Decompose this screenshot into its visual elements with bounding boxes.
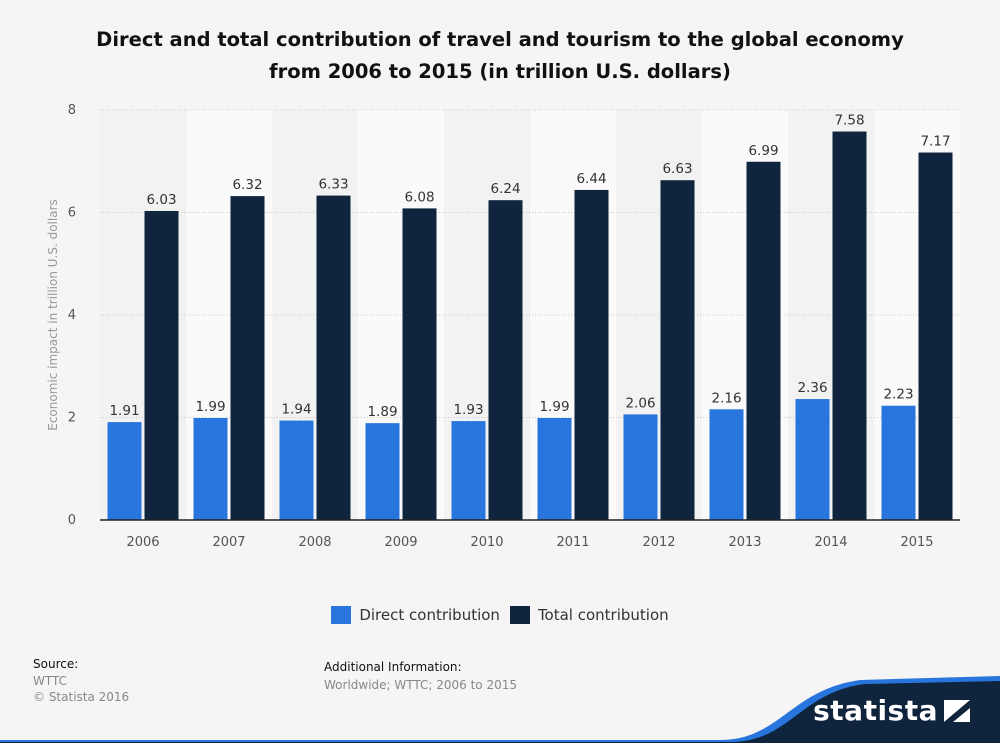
data-label-total: 6.24 bbox=[490, 181, 520, 197]
x-tick-label: 2014 bbox=[814, 535, 847, 550]
bar-direct bbox=[193, 418, 228, 520]
bar-direct bbox=[451, 421, 486, 520]
data-label-direct: 1.89 bbox=[367, 404, 397, 420]
additional-info-label: Additional Information: bbox=[324, 660, 462, 674]
bar-chart: 0 2 4 6 8 Economic impact in trillion U.S. d… bbox=[46, 103, 960, 550]
bar-direct bbox=[881, 405, 916, 520]
data-label-total: 6.99 bbox=[748, 143, 778, 159]
data-label-total: 6.32 bbox=[232, 177, 262, 193]
data-label-total: 6.44 bbox=[576, 171, 606, 187]
y-tick-label: 2 bbox=[68, 411, 76, 426]
bar-direct bbox=[795, 399, 830, 520]
bar-total bbox=[574, 189, 609, 520]
additional-info-value: Worldwide; WTTC; 2006 to 2015 bbox=[324, 678, 517, 692]
y-tick-label: 4 bbox=[68, 308, 76, 323]
data-label-total: 6.03 bbox=[146, 192, 176, 208]
data-label-direct: 1.91 bbox=[109, 403, 139, 419]
y-axis-label: Economic impact in trillion U.S. dollars bbox=[46, 199, 60, 431]
bar-total bbox=[230, 196, 265, 520]
bar-total bbox=[316, 195, 351, 520]
data-label-total: 6.08 bbox=[404, 189, 434, 205]
statista-logo[interactable]: statista bbox=[813, 694, 938, 727]
bar-direct bbox=[107, 422, 142, 520]
chart-title-line2: from 2006 to 2015 (in trillion U.S. doll… bbox=[269, 60, 731, 83]
bar-total bbox=[144, 210, 179, 520]
data-label-direct: 2.23 bbox=[883, 387, 913, 403]
y-tick-label: 6 bbox=[68, 206, 76, 221]
statista-logo-icon bbox=[944, 700, 970, 722]
bar-direct bbox=[537, 418, 572, 520]
data-label-total: 6.63 bbox=[662, 161, 692, 177]
data-label-total: 7.58 bbox=[834, 113, 864, 129]
data-label-total: 7.17 bbox=[920, 134, 950, 150]
bar-total bbox=[746, 161, 781, 520]
bar-total bbox=[832, 131, 867, 520]
bar-total bbox=[660, 180, 695, 520]
data-label-direct: 1.94 bbox=[281, 402, 311, 418]
bar-total bbox=[488, 200, 523, 520]
source-label: Source: bbox=[33, 657, 79, 671]
data-label-total: 6.33 bbox=[318, 177, 348, 193]
data-label-direct: 2.16 bbox=[711, 390, 741, 406]
bar-total bbox=[918, 152, 953, 520]
data-label-direct: 2.06 bbox=[625, 395, 655, 411]
legend-label-direct: Direct contribution bbox=[359, 606, 500, 624]
x-tick-label: 2006 bbox=[126, 535, 159, 550]
data-label-direct: 1.99 bbox=[195, 399, 225, 415]
bar-direct bbox=[623, 414, 658, 520]
chart-legend: Direct contribution Total contribution bbox=[0, 606, 1000, 624]
x-tick-label: 2010 bbox=[470, 535, 503, 550]
copyright-text[interactable]: © Statista 2016 bbox=[33, 690, 130, 704]
y-tick-label: 0 bbox=[68, 513, 76, 528]
x-tick-label: 2008 bbox=[298, 535, 331, 550]
legend-label-total: Total contribution bbox=[537, 606, 669, 624]
y-tick-label: 8 bbox=[68, 103, 76, 118]
x-tick-label: 2012 bbox=[642, 535, 675, 550]
source-value[interactable]: WTTC bbox=[33, 674, 67, 688]
data-label-direct: 1.99 bbox=[539, 399, 569, 415]
x-tick-label: 2011 bbox=[556, 535, 589, 550]
x-tick-label: 2007 bbox=[212, 535, 245, 550]
bar-direct bbox=[709, 409, 744, 520]
data-label-direct: 1.93 bbox=[453, 402, 483, 418]
bar-total bbox=[402, 208, 437, 520]
legend-swatch-total bbox=[509, 606, 530, 624]
legend-item-total[interactable]: Total contribution bbox=[509, 606, 669, 624]
chart-title-line1: Direct and total contribution of travel … bbox=[96, 28, 904, 51]
x-tick-label: 2015 bbox=[900, 535, 933, 550]
legend-swatch-direct bbox=[331, 606, 352, 624]
legend-item-direct[interactable]: Direct contribution bbox=[331, 606, 500, 624]
bar-direct bbox=[279, 420, 314, 520]
data-label-direct: 2.36 bbox=[797, 380, 827, 396]
bar-direct bbox=[365, 423, 400, 520]
x-tick-label: 2013 bbox=[728, 535, 761, 550]
chart-title: Direct and total contribution of travel … bbox=[40, 24, 960, 88]
x-tick-label: 2009 bbox=[384, 535, 417, 550]
